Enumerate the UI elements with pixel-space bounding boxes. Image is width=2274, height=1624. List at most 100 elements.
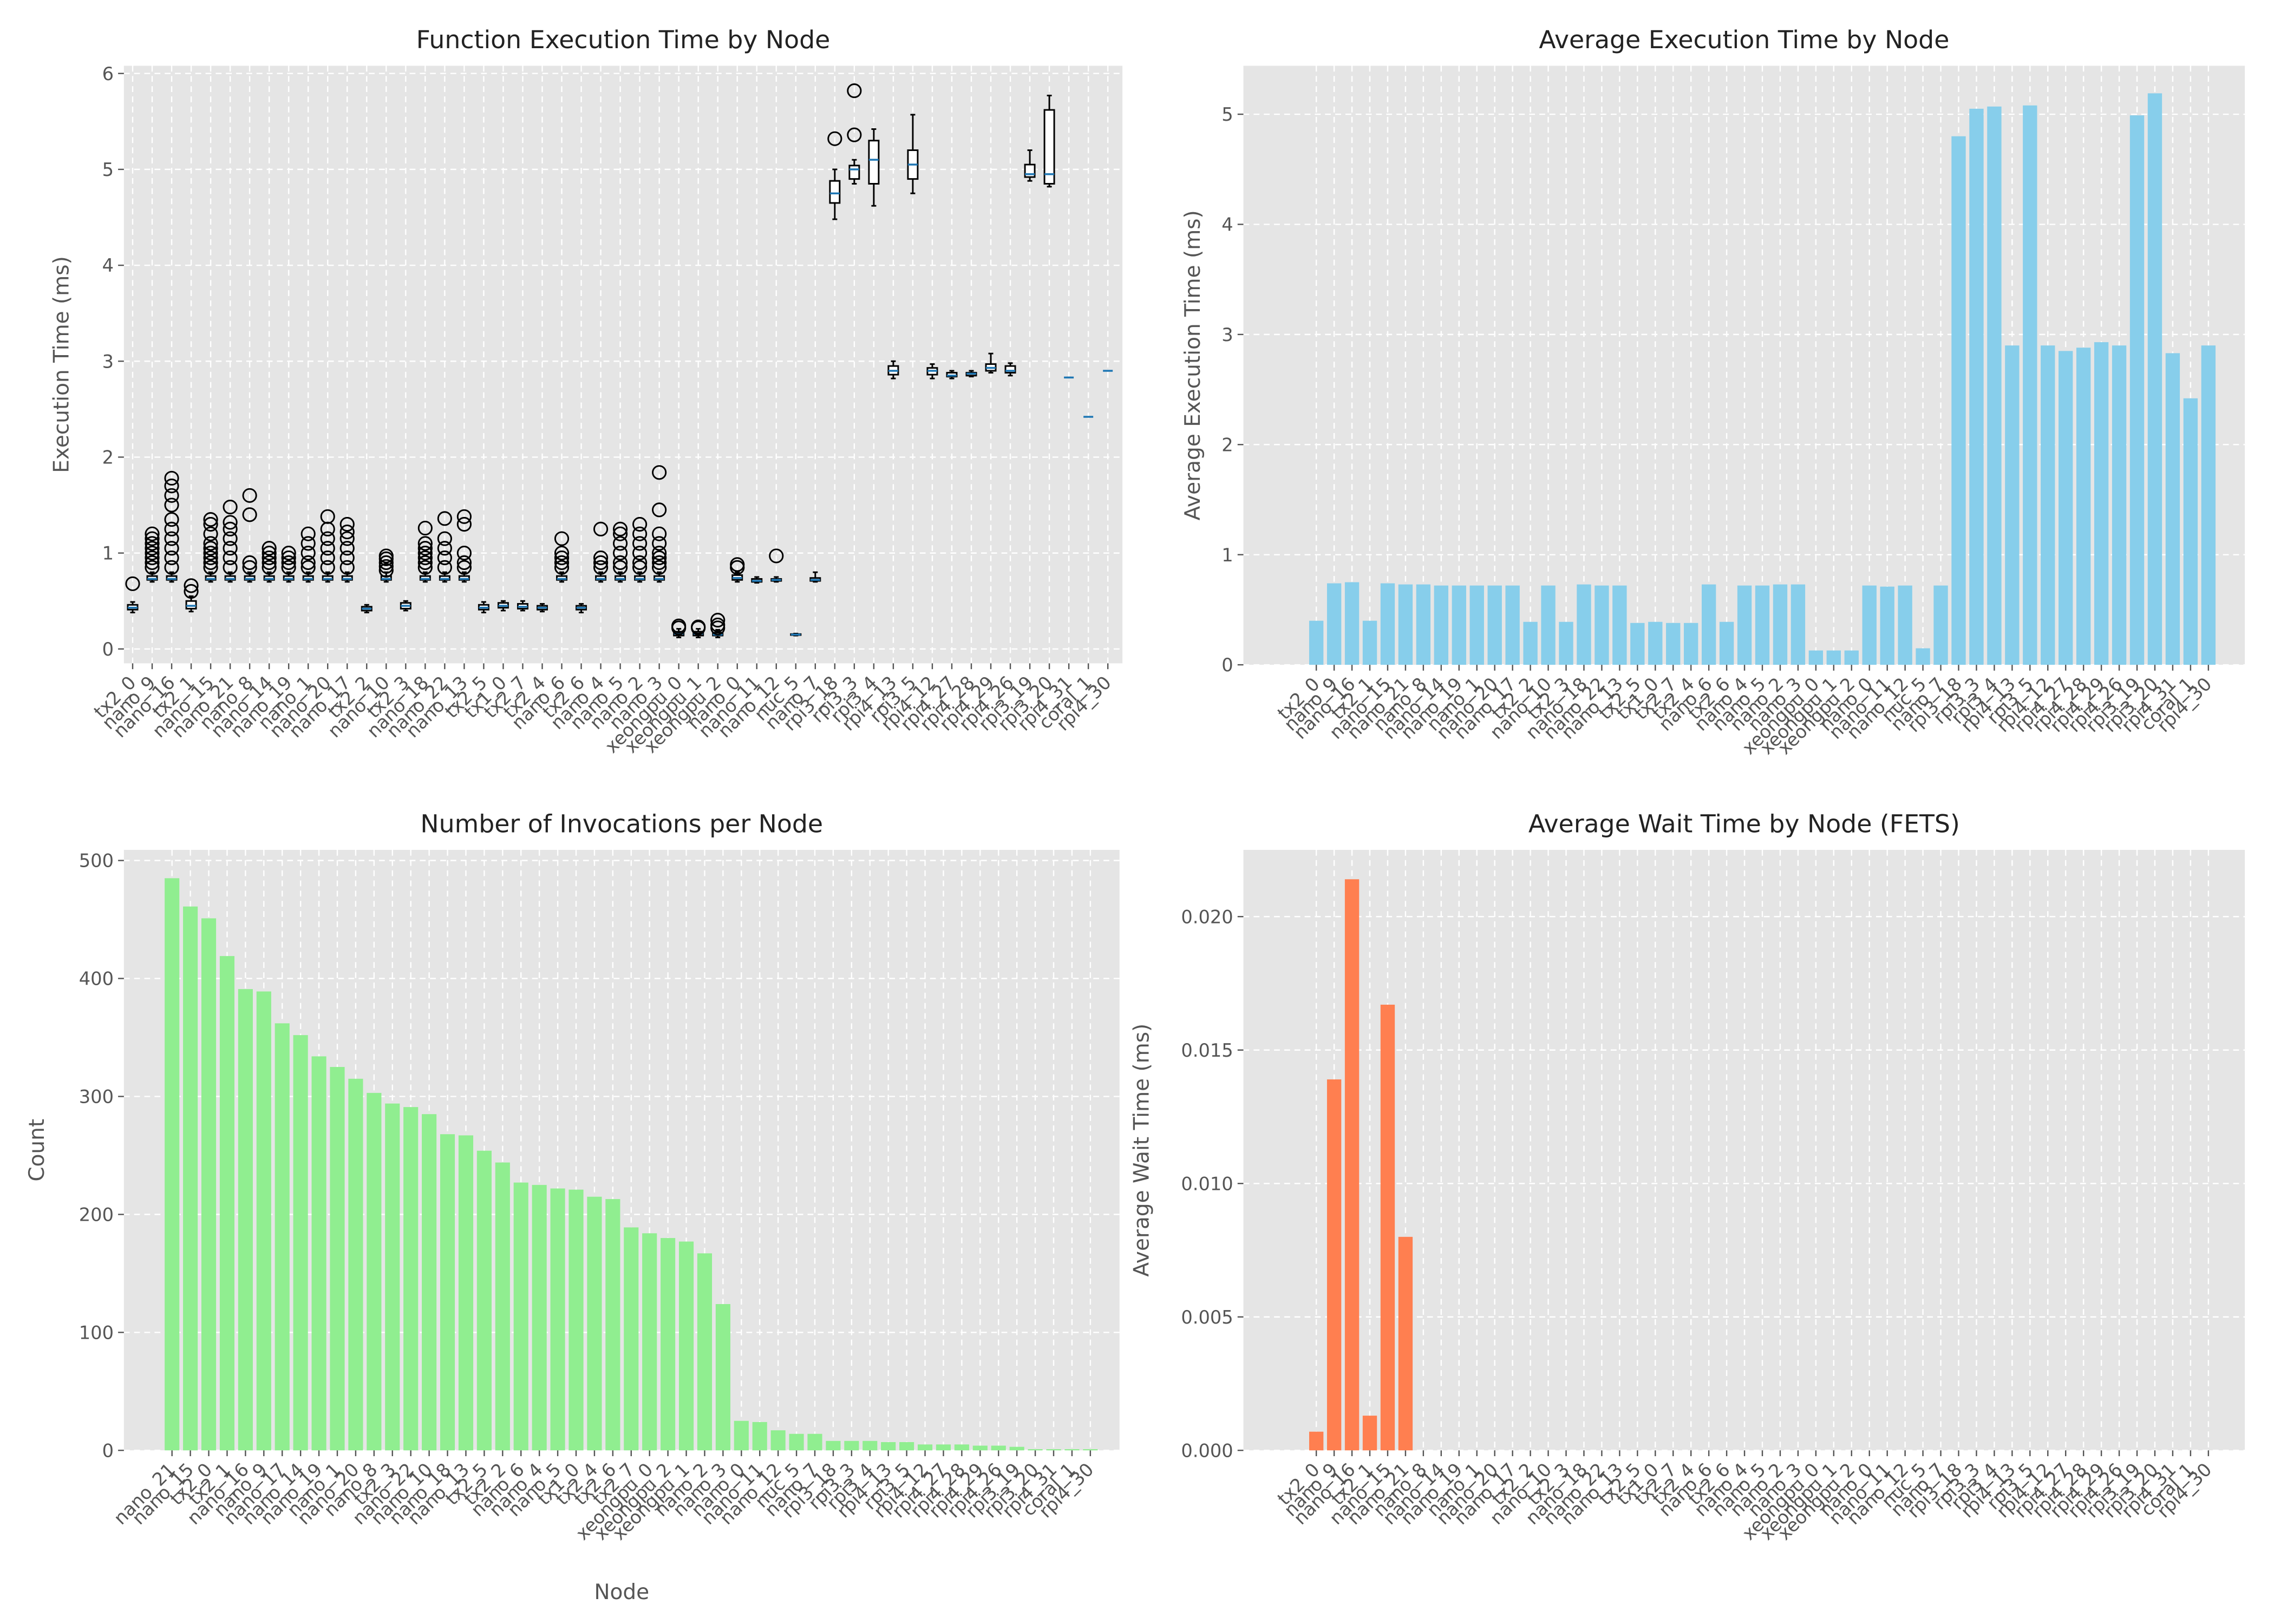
outlier [145, 531, 160, 546]
outlier [847, 83, 862, 99]
bar [1434, 585, 1449, 665]
y-tick-label: 1 [1221, 545, 1233, 566]
bar [1344, 879, 1360, 1451]
outlier [652, 536, 667, 551]
outlier [417, 550, 433, 566]
outlier [262, 541, 277, 556]
y-tick-label: 4 [102, 255, 114, 276]
outlier [223, 560, 238, 575]
y-tick-label: 0.015 [1181, 1040, 1233, 1061]
outlier [125, 576, 140, 591]
outlier [456, 555, 472, 570]
box [458, 575, 470, 581]
box [166, 575, 178, 581]
outlier [710, 617, 726, 633]
outlier [164, 560, 179, 575]
box [146, 575, 158, 581]
outlier [203, 536, 218, 551]
box [341, 575, 353, 581]
bar [1009, 1446, 1024, 1451]
chart-title: Average Wait Time by Node (FETS) [1528, 810, 1960, 839]
outlier [145, 550, 160, 566]
outlier [437, 560, 452, 575]
box [380, 575, 392, 581]
box [595, 575, 607, 581]
y-tick-label: 5 [102, 159, 114, 180]
bar [807, 1433, 822, 1451]
bar [734, 1420, 749, 1451]
bar [1701, 584, 1716, 665]
outlier [262, 560, 277, 575]
outlier [281, 550, 296, 566]
outlier [242, 555, 257, 570]
bar [1487, 585, 1502, 665]
outlier [242, 560, 257, 575]
box [263, 575, 275, 581]
bar [1933, 585, 1948, 665]
outlier [652, 546, 667, 561]
bar [1630, 623, 1645, 665]
outlier [417, 536, 433, 551]
outlier [417, 555, 433, 570]
outlier [203, 512, 218, 527]
bar [1737, 585, 1752, 665]
y-axis-label: Count [25, 1119, 49, 1182]
outlier [320, 531, 335, 546]
bar [1612, 585, 1627, 665]
outlier [203, 541, 218, 556]
bar [1028, 1449, 1043, 1451]
outlier [203, 550, 218, 566]
bar [1666, 623, 1681, 665]
bar [1046, 1449, 1061, 1451]
bar [1362, 1416, 1377, 1451]
outlier [145, 526, 160, 541]
bar [1791, 584, 1806, 665]
outlier [437, 550, 452, 566]
bar [1380, 583, 1395, 665]
y-tick-label: 2 [102, 447, 114, 468]
outlier [456, 509, 472, 524]
box [615, 575, 626, 581]
y-tick-label: 0.000 [1181, 1440, 1233, 1461]
bar [1987, 106, 2002, 665]
outlier [417, 546, 433, 561]
bar [422, 1114, 437, 1451]
y-tick-label: 5 [1221, 104, 1233, 125]
bar [1309, 620, 1324, 665]
bar [1808, 650, 1824, 665]
bar [1309, 1431, 1324, 1451]
outlier [320, 541, 335, 556]
box [634, 575, 646, 581]
bar [2147, 93, 2162, 665]
outlier [632, 555, 648, 570]
bar [1951, 136, 1966, 665]
outlier [300, 560, 316, 575]
outlier [417, 541, 433, 556]
bar [2165, 353, 2180, 665]
bar [936, 1444, 951, 1451]
bar [1327, 1079, 1342, 1451]
outlier [203, 546, 218, 561]
y-tick-label: 0 [102, 1440, 114, 1461]
bar [550, 1188, 565, 1451]
bar [1380, 1004, 1395, 1451]
chart-title: Average Execution Time by Node [1539, 25, 1949, 54]
y-tick-label: 0 [1221, 654, 1233, 676]
bar [881, 1442, 896, 1451]
bar [2201, 345, 2216, 665]
bar [1577, 584, 1591, 665]
y-tick-label: 300 [79, 1086, 114, 1108]
outlier [554, 546, 570, 561]
bar [605, 1199, 620, 1451]
bar [715, 1304, 730, 1451]
outlier [223, 515, 238, 530]
outlier [417, 560, 433, 575]
outlier [145, 536, 160, 551]
bar [1505, 585, 1520, 665]
bar [2041, 345, 2055, 665]
outlier [593, 550, 609, 566]
outlier [652, 526, 667, 541]
outlier [145, 555, 160, 570]
